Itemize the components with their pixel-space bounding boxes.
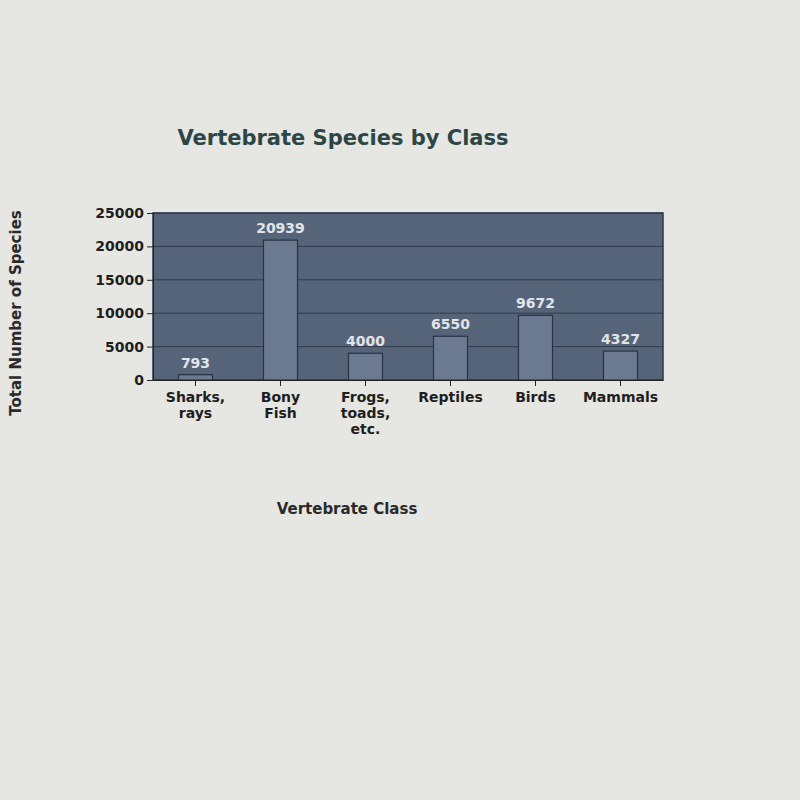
tick-label: BonyFish bbox=[261, 389, 300, 421]
data-label: 4327 bbox=[601, 331, 640, 347]
axis-line bbox=[153, 214, 154, 381]
tick-mark bbox=[450, 380, 451, 386]
tick-mark bbox=[620, 380, 621, 386]
tick-label-line: Reptiles bbox=[418, 389, 482, 405]
tick-label: 25000 bbox=[95, 205, 144, 221]
tick-label-line: Birds bbox=[515, 389, 556, 405]
data-label: 6550 bbox=[431, 316, 470, 332]
y-axis-title: Total Number of Species bbox=[7, 210, 25, 416]
bar bbox=[434, 336, 468, 380]
grid-line bbox=[153, 246, 663, 247]
bar bbox=[264, 240, 298, 380]
tick-mark bbox=[147, 313, 153, 314]
tick: Birds bbox=[515, 380, 556, 405]
data-labels: 793 20939 4000 6550 9672 4327 bbox=[181, 220, 640, 371]
grid-line bbox=[153, 213, 663, 214]
tick-label: 10000 bbox=[95, 305, 144, 321]
x-axis-title: Vertebrate Class bbox=[277, 500, 418, 518]
axis-line bbox=[154, 380, 664, 381]
tick-label-line: etc. bbox=[351, 421, 381, 437]
tick: 0 bbox=[134, 372, 153, 388]
tick-mark bbox=[147, 280, 153, 281]
data-label: 20939 bbox=[256, 220, 305, 236]
tick-mark bbox=[147, 213, 153, 214]
tick: 15000 bbox=[95, 272, 153, 288]
tick-mark bbox=[280, 380, 281, 386]
plot-area bbox=[153, 213, 663, 380]
tick-mark bbox=[147, 380, 153, 381]
data-label: 4000 bbox=[346, 333, 385, 349]
tick: 10000 bbox=[95, 305, 153, 321]
tick-label-line: Mammals bbox=[583, 389, 658, 405]
tick: 20000 bbox=[95, 238, 153, 254]
tick-mark bbox=[147, 246, 153, 247]
tick-label-line: Sharks, bbox=[166, 389, 225, 405]
tick-label: Birds bbox=[515, 389, 556, 405]
tick-label: Mammals bbox=[583, 389, 658, 405]
tick-mark bbox=[365, 380, 366, 386]
y-axis: 0 5000 10000 15000 20000 25000 bbox=[95, 205, 153, 388]
tick-label: Frogs,toads,etc. bbox=[341, 389, 390, 437]
tick-label: Reptiles bbox=[418, 389, 482, 405]
tick-label-line: Fish bbox=[264, 405, 297, 421]
tick-label: 5000 bbox=[105, 339, 144, 355]
tick: Frogs,toads,etc. bbox=[341, 380, 390, 437]
data-label: 9672 bbox=[516, 295, 555, 311]
tick-label: 15000 bbox=[95, 272, 144, 288]
tick-label-line: Frogs, bbox=[341, 389, 390, 405]
bar bbox=[349, 353, 383, 380]
tick: Mammals bbox=[583, 380, 658, 405]
tick-label-line: toads, bbox=[341, 405, 390, 421]
tick: BonyFish bbox=[261, 380, 300, 421]
bars bbox=[179, 240, 638, 380]
tick-label-line: rays bbox=[179, 405, 212, 421]
tick: 5000 bbox=[105, 339, 153, 355]
tick-mark bbox=[147, 347, 153, 348]
grid-line bbox=[153, 279, 663, 280]
grid-line bbox=[153, 380, 663, 381]
bar bbox=[604, 351, 638, 380]
grid bbox=[153, 213, 663, 380]
tick: 25000 bbox=[95, 205, 153, 221]
tick-label-line: Bony bbox=[261, 389, 300, 405]
bar bbox=[179, 375, 213, 380]
data-label: 793 bbox=[181, 355, 210, 371]
grid-line bbox=[153, 346, 663, 347]
x-axis: Sharks,rays BonyFish Frogs,toads,etc. Repti… bbox=[154, 380, 664, 437]
tick-mark bbox=[195, 380, 196, 386]
background bbox=[0, 0, 800, 800]
chart-container: 0 5000 10000 15000 20000 25000 Sharks,rays Bony… bbox=[0, 0, 800, 800]
tick: Sharks,rays bbox=[166, 380, 225, 421]
tick-mark bbox=[535, 380, 536, 386]
bar bbox=[519, 315, 553, 380]
tick-label: 20000 bbox=[95, 238, 144, 254]
tick-label: 0 bbox=[134, 372, 144, 388]
tick-label: Sharks,rays bbox=[166, 389, 225, 421]
tick: Reptiles bbox=[418, 380, 482, 405]
grid-line bbox=[153, 313, 663, 314]
chart-svg: 0 5000 10000 15000 20000 25000 Sharks,rays Bony… bbox=[0, 0, 800, 800]
title: Vertebrate Species by Class bbox=[177, 126, 508, 150]
